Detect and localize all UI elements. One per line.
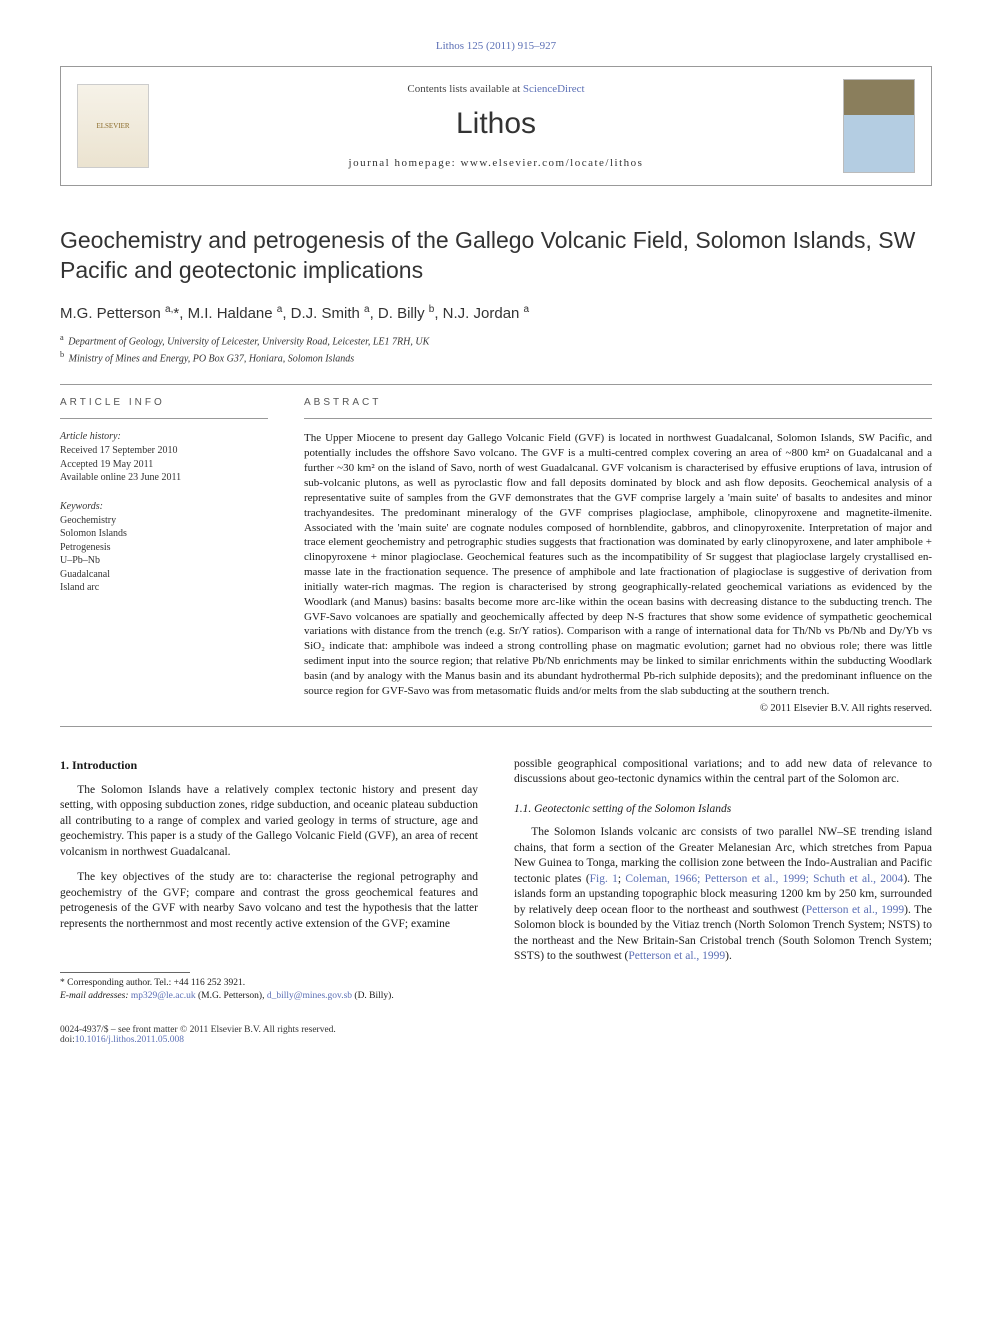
citation-link[interactable]: Coleman, 1966; Petterson et al., 1999; S… [625,873,903,885]
paragraph: possible geographical compositional vari… [514,757,932,788]
email-label: E-mail addresses: [60,991,131,1001]
keyword: Solomon Islands [60,527,268,541]
figure-link[interactable]: Fig. 1 [590,873,618,885]
body-columns: 1. Introduction The Solomon Islands have… [60,757,932,1003]
paragraph: The Solomon Islands have a relatively co… [60,783,478,861]
front-matter-line: 0024-4937/$ – see front matter © 2011 El… [60,1025,932,1035]
author-list: M.G. Petterson a,*, M.I. Haldane a, D.J.… [60,304,932,322]
keyword: Island arc [60,581,268,595]
email-who: (D. Billy). [352,991,394,1001]
divider [60,384,932,385]
divider [60,726,932,727]
doi-link[interactable]: 10.1016/j.lithos.2011.05.008 [75,1035,184,1045]
citation-link[interactable]: Petterson et al., 1999 [628,950,725,962]
doi-line: doi:10.1016/j.lithos.2011.05.008 [60,1035,932,1045]
citation-link[interactable]: Petterson et al., 1999 [806,904,904,916]
page-footer: 0024-4937/$ – see front matter © 2011 El… [60,1025,932,1045]
abstract-column: ABSTRACT The Upper Miocene to present da… [304,397,932,713]
paragraph: The key objectives of the study are to: … [60,870,478,932]
header-center: Contents lists available at ScienceDirec… [167,83,825,169]
article-info-column: ARTICLE INFO Article history: Received 1… [60,397,268,713]
affiliation: a Department of Geology, University of L… [60,332,932,349]
journal-reference: Lithos 125 (2011) 915–927 [60,40,932,52]
doi-label: doi: [60,1035,75,1045]
corresponding-author: * Corresponding author. Tel.: +44 116 25… [60,977,478,990]
keyword: U–Pb–Nb [60,554,268,568]
contents-line: Contents lists available at ScienceDirec… [167,83,825,95]
journal-cover-thumbnail [843,79,915,173]
keyword: Geochemistry [60,514,268,528]
contents-prefix: Contents lists available at [407,83,522,95]
abstract-text: The Upper Miocene to present day Gallego… [304,431,932,698]
affiliations: a Department of Geology, University of L… [60,332,932,367]
divider [304,418,932,419]
article-info-label: ARTICLE INFO [60,397,268,408]
left-column: 1. Introduction The Solomon Islands have… [60,757,478,1003]
history-label: Article history: [60,431,268,442]
journal-name: Lithos [167,107,825,141]
affiliation: b Ministry of Mines and Energy, PO Box G… [60,349,932,366]
keyword: Petrogenesis [60,541,268,555]
copyright-line: © 2011 Elsevier B.V. All rights reserved… [304,703,932,714]
email-addresses: E-mail addresses: mp329@le.ac.uk (M.G. P… [60,990,478,1003]
paragraph: The Solomon Islands volcanic arc consist… [514,825,932,965]
elsevier-logo: ELSEVIER [77,84,149,168]
subsection-heading: 1.1. Geotectonic setting of the Solomon … [514,802,932,818]
email-link[interactable]: d_billy@mines.gov.sb [267,991,352,1001]
journal-homepage: journal homepage: www.elsevier.com/locat… [167,157,825,169]
info-abstract-row: ARTICLE INFO Article history: Received 1… [60,397,932,713]
section-heading-intro: 1. Introduction [60,757,478,773]
journal-header: ELSEVIER Contents lists available at Sci… [60,66,932,186]
history-line: Accepted 19 May 2011 [60,458,268,472]
article-title: Geochemistry and petrogenesis of the Gal… [60,226,932,286]
footnote-rule [60,972,190,973]
keyword: Guadalcanal [60,568,268,582]
keywords-label: Keywords: [60,501,268,512]
abstract-label: ABSTRACT [304,397,932,408]
email-link[interactable]: mp329@le.ac.uk [131,991,196,1001]
email-who: (M.G. Petterson), [196,991,267,1001]
history-line: Received 17 September 2010 [60,444,268,458]
text: ). [725,950,732,962]
sciencedirect-link[interactable]: ScienceDirect [523,83,585,95]
history-line: Available online 23 June 2011 [60,471,268,485]
right-column: possible geographical compositional vari… [514,757,932,1003]
divider [60,418,268,419]
